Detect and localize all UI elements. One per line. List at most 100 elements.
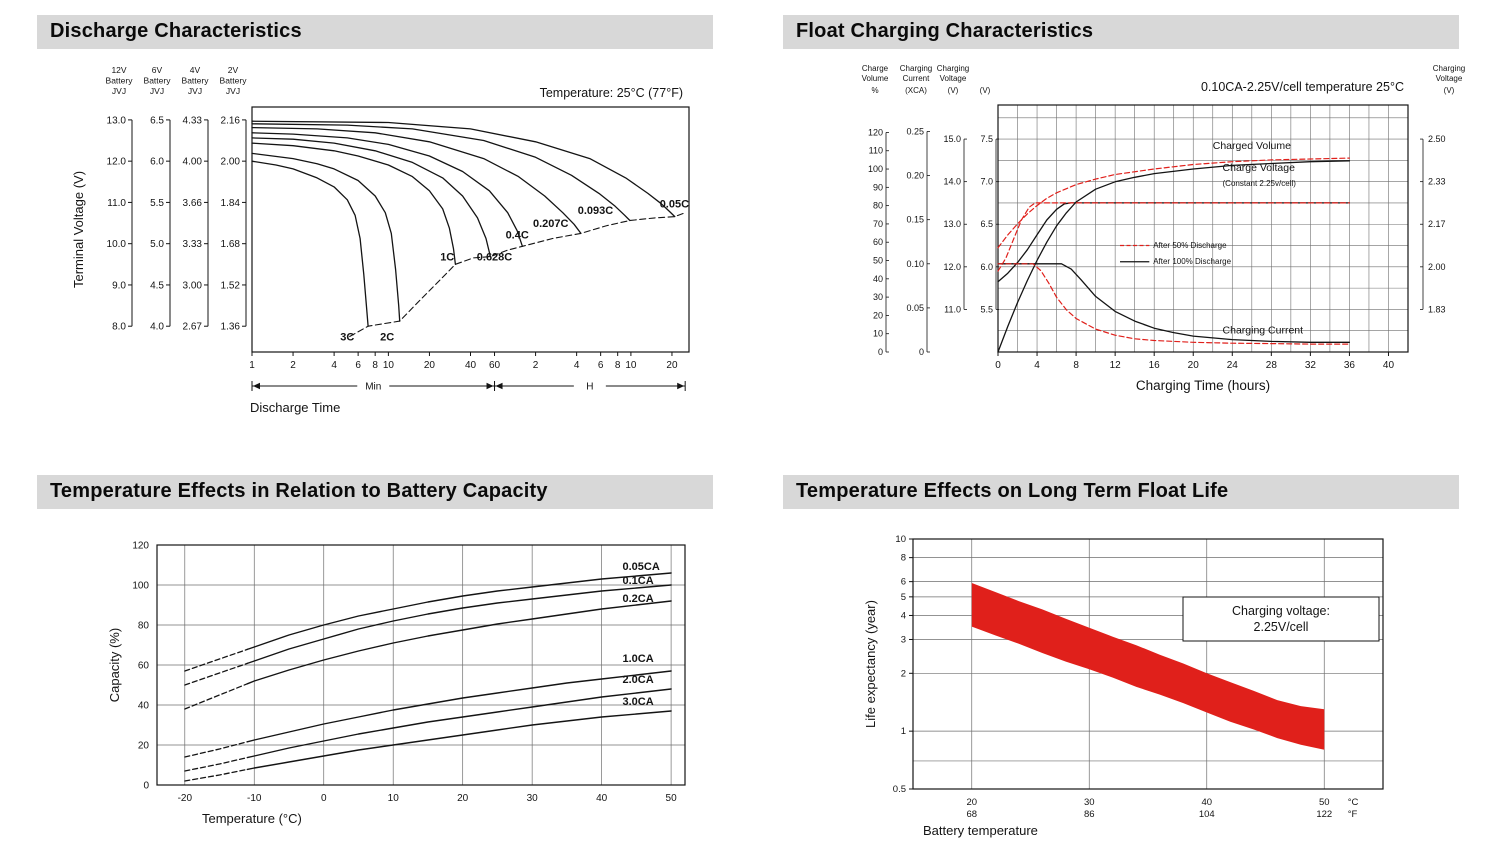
svg-text:(XCA): (XCA): [905, 86, 927, 95]
discharge-characteristics-chart: 12VBatteryJVJ13.012.011.010.09.08.06VBat…: [71, 65, 690, 415]
legend-label: After 100% Discharge: [1153, 257, 1231, 266]
panel-temperature-capacity: Temperature Effects in Relation to Batte…: [0, 423, 746, 846]
curve-1C: [251, 142, 457, 265]
charging-series: [997, 157, 1351, 353]
curve-3.0CA: [246, 710, 672, 771]
svg-text:50: 50: [1319, 797, 1330, 808]
svg-text:10.0: 10.0: [107, 239, 127, 250]
curve-labels: 3C 2C 1C 0.628C 0.4C 0.207C 0.093C 0.05C: [340, 199, 689, 344]
svg-text:5.5: 5.5: [980, 304, 993, 314]
svg-text:0: 0: [321, 793, 327, 804]
svg-text:JVJ: JVJ: [188, 86, 202, 96]
temperature-annotation: Temperature: 25°C (77°F): [540, 86, 683, 100]
svg-text:4: 4: [901, 610, 906, 621]
curve-label-0.05C: 0.05C: [660, 199, 689, 211]
svg-text:H: H: [586, 382, 593, 393]
svg-text:15.0: 15.0: [943, 134, 961, 144]
svg-text:4V: 4V: [190, 65, 201, 75]
curve-0.05CA-dashed: [184, 648, 248, 672]
svg-text:90: 90: [873, 182, 883, 192]
svg-text:Current: Current: [903, 74, 930, 83]
svg-text:70: 70: [873, 219, 883, 229]
svg-text:80: 80: [138, 621, 150, 632]
capacity-curves: [184, 572, 672, 782]
series-charging-current-100: [997, 263, 1351, 343]
svg-text:11.0: 11.0: [944, 304, 961, 314]
svg-text:2.17: 2.17: [1428, 219, 1446, 229]
svg-text:Battery: Battery: [182, 76, 210, 86]
curve-label-2.0CA: 2.0CA: [622, 674, 653, 686]
svg-text:3.33: 3.33: [183, 239, 203, 250]
condition-annotation: 0.10CA-2.25V/cell temperature 25°C: [1201, 80, 1404, 94]
curve-label-0.2CA: 0.2CA: [622, 593, 653, 605]
temperature-capacity-chart: 0 20 40 60 80 100 120 -20 -10 0 10 20 30 40 50 Capacity…: [107, 541, 686, 826]
svg-text:6: 6: [355, 360, 361, 371]
plot-label: Charge Voltage: [1223, 162, 1296, 174]
svg-text:28: 28: [1266, 360, 1278, 371]
panel-float-charging-characteristics: Float Charging Characteristics Charge Vol…: [746, 0, 1493, 423]
svg-text:2: 2: [290, 360, 296, 371]
svg-text:12.0: 12.0: [107, 157, 127, 168]
float-charging-chart: ChargeVolume%010203040506070809010011012…: [862, 64, 1466, 393]
svg-text:10: 10: [388, 793, 400, 804]
svg-text:8: 8: [615, 360, 621, 371]
grid: [157, 544, 685, 786]
svg-text:20: 20: [138, 741, 150, 752]
svg-text:1.36: 1.36: [221, 322, 241, 333]
curve-0.2CA: [246, 600, 672, 685]
svg-text:4.0: 4.0: [150, 322, 164, 333]
curve-0.1CA-dashed: [184, 662, 248, 686]
svg-text:Voltage: Voltage: [1436, 74, 1463, 83]
svg-text:0: 0: [143, 781, 149, 792]
curve-1.0CA-dashed: [184, 741, 248, 758]
svg-text:Charging: Charging: [1433, 64, 1465, 73]
svg-text:4.33: 4.33: [183, 115, 203, 126]
svg-text:6.0: 6.0: [980, 262, 993, 272]
svg-text:40: 40: [1383, 360, 1395, 371]
curve-label-0.628C: 0.628C: [477, 251, 513, 263]
svg-text:10: 10: [625, 360, 637, 371]
svg-text:68: 68: [966, 809, 977, 820]
svg-text:2.67: 2.67: [183, 322, 203, 333]
curve-0.093C: [251, 123, 631, 222]
multi-voltage-y-axes: 12VBatteryJVJ13.012.011.010.09.08.06VBat…: [71, 65, 247, 333]
curve-label-0.207C: 0.207C: [533, 218, 569, 230]
curve-0.05C: [251, 120, 676, 218]
svg-text:24: 24: [1227, 360, 1239, 371]
svg-text:Charge: Charge: [862, 64, 889, 73]
svg-text:0: 0: [995, 360, 1001, 371]
y-axis-title: Terminal Voltage (V): [71, 171, 86, 288]
curve-label-0.4C: 0.4C: [506, 230, 529, 242]
svg-text:1.68: 1.68: [221, 239, 241, 250]
svg-text:Battery: Battery: [220, 76, 248, 86]
svg-text:%: %: [871, 86, 878, 95]
svg-text:6: 6: [901, 577, 906, 588]
svg-text:-10: -10: [247, 793, 262, 804]
svg-text:11.0: 11.0: [107, 198, 126, 209]
legend-label: After 50% Discharge: [1153, 241, 1227, 250]
svg-text:20: 20: [1188, 360, 1200, 371]
svg-text:0: 0: [919, 347, 924, 357]
svg-text:2.00: 2.00: [221, 157, 241, 168]
svg-text:0.05: 0.05: [906, 303, 924, 313]
curve-0.05CA: [246, 572, 672, 651]
svg-text:120: 120: [132, 541, 149, 552]
fahrenheit-unit: °F: [1348, 809, 1358, 820]
svg-text:JVJ: JVJ: [226, 86, 240, 96]
svg-text:50: 50: [666, 793, 678, 804]
panel-float-life: Temperature Effects on Long Term Float L…: [746, 423, 1493, 846]
series-charged-volume-50: [997, 157, 1350, 249]
svg-text:5.5: 5.5: [150, 198, 164, 209]
float-life-band: [971, 583, 1325, 750]
svg-text:4.00: 4.00: [183, 157, 203, 168]
svg-text:2.16: 2.16: [221, 115, 241, 126]
series-charge-voltage-50: [997, 202, 1350, 272]
svg-text:20: 20: [966, 797, 977, 808]
svg-text:Charging: Charging: [900, 64, 932, 73]
svg-text:2.00: 2.00: [1428, 262, 1446, 272]
svg-text:7.0: 7.0: [980, 177, 993, 187]
svg-text:8: 8: [901, 553, 906, 564]
svg-text:10: 10: [873, 329, 883, 339]
curve-label-1.0CA: 1.0CA: [622, 653, 653, 665]
